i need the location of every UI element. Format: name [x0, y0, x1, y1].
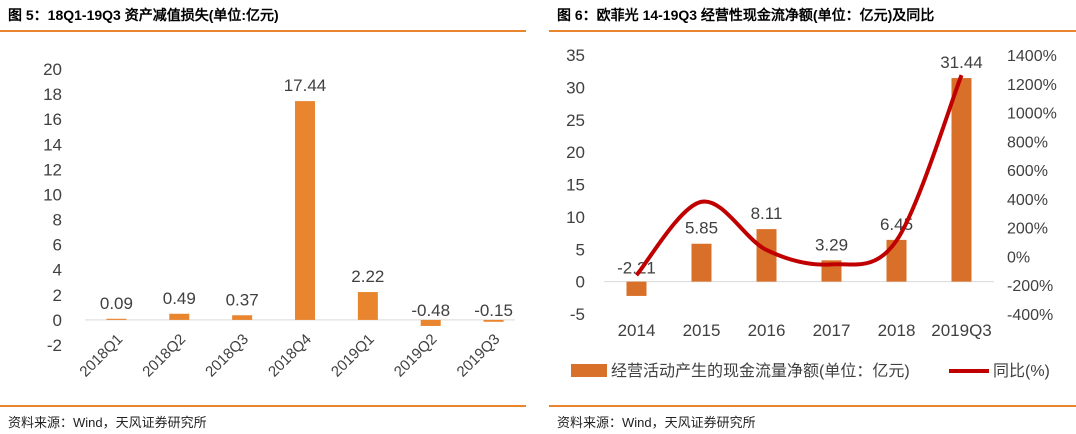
legend-bar-swatch	[571, 364, 607, 377]
cashflow-bar-2016	[756, 229, 777, 282]
left-y-tick-label: 30	[566, 78, 585, 97]
left-y-tick-label: 10	[566, 208, 585, 227]
left-source-note: 资料来源：Wind，天风证券研究所	[8, 415, 207, 430]
bar-2019Q1	[357, 292, 378, 320]
right-y-tick-label: 200%	[1007, 221, 1048, 238]
y-tick-label: 12	[43, 160, 62, 179]
bar-2018Q1	[106, 318, 127, 320]
right-source-rule	[549, 405, 1076, 407]
left-y-tick-label: 15	[566, 176, 585, 195]
y-tick-label: 10	[43, 185, 62, 204]
right-y-tick-label: -200%	[1007, 278, 1053, 295]
left-y-tick-label: 20	[566, 143, 585, 162]
right-y-tick-label: 0%	[1007, 249, 1030, 266]
bar-2018Q2	[169, 313, 190, 320]
y-tick-label: 18	[43, 85, 62, 104]
bar-2018Q3	[232, 315, 253, 320]
right-y-tick-label: 1200%	[1007, 77, 1057, 94]
operating-cashflow-chart: -5 0 5 10 15 20 25 30 35 -400% -200% 0% 200% 400% 600%…	[566, 46, 1057, 380]
y-tick-label: 6	[53, 236, 62, 255]
right-title-rule	[549, 30, 1076, 32]
right-y-tick-label: -400%	[1007, 307, 1053, 324]
cashflow-data-label-2015: 5.85	[685, 219, 718, 238]
left-y-tick-label: 0	[576, 273, 585, 292]
right-y-tick-label: 800%	[1007, 134, 1048, 151]
y-tick-label: -2	[47, 336, 62, 355]
cashflow-bar-2015	[691, 243, 712, 282]
x-tick-label-2019Q2: 2019Q2	[391, 331, 441, 381]
legend-bar-label: 经营活动产生的现金流量净额(单位：亿元)	[611, 362, 910, 380]
bar-2019Q2	[420, 319, 441, 326]
right-y-tick-label: 400%	[1007, 192, 1048, 209]
yoy-growth-line	[634, 74, 964, 277]
x-tick-label-2019Q3: 2019Q3	[454, 331, 504, 381]
y-tick-label: 20	[43, 60, 62, 79]
right-y-tick-label: 1400%	[1007, 48, 1057, 65]
left-figure-title: 图 5：18Q1-19Q3 资产减值损失(单位:亿元)	[8, 7, 279, 23]
bar-2018Q4	[295, 101, 315, 320]
left-figure-panel: 图 5：18Q1-19Q3 资产减值损失(单位:亿元) -2 0 2 4 6 8 10 12 1…	[0, 0, 526, 434]
left-y-tick-label: 5	[576, 240, 585, 259]
y-tick-label: 0	[53, 311, 62, 330]
cashflow-bar-2019Q3	[951, 78, 972, 282]
legend-line-label: 同比(%)	[993, 362, 1050, 380]
left-y-tick-label: -5	[570, 305, 585, 324]
y-tick-label: 4	[53, 261, 62, 280]
x-tick-label-2019Q3: 2019Q3	[931, 321, 992, 340]
data-label-2018Q3: 0.37	[226, 290, 259, 309]
y-tick-label: 16	[43, 110, 62, 129]
right-source-note: 资料来源：Wind，天风证券研究所	[557, 415, 756, 430]
cashflow-bar-2014	[626, 281, 647, 296]
right-figure-title: 图 6：欧菲光 14-19Q3 经营性现金流净额(单位：亿元)及同比	[557, 7, 935, 23]
asset-impairment-chart: -2 0 2 4 6 8 10 12 14 16 18 20 0.09 2018Q1 0.49 2018Q2 0…	[43, 60, 515, 381]
data-label-2018Q4: 17.44	[284, 76, 327, 95]
y-tick-label: 14	[43, 135, 62, 154]
x-tick-label-2016: 2016	[748, 321, 786, 340]
cashflow-data-label-2019Q3: 31.44	[940, 53, 983, 72]
data-label-2018Q2: 0.49	[163, 289, 196, 308]
x-tick-label-2015: 2015	[683, 321, 721, 340]
left-y-tick-label: 25	[566, 111, 585, 130]
x-tick-label-2018Q2: 2018Q2	[139, 331, 189, 381]
left-source-rule	[0, 405, 526, 407]
x-tick-label-2018Q3: 2018Q3	[202, 331, 252, 381]
data-label-2019Q2: -0.48	[411, 301, 450, 320]
bar-2019Q3	[483, 319, 504, 322]
data-label-2019Q3: -0.15	[474, 301, 513, 320]
right-figure-panel: 图 6：欧菲光 14-19Q3 经营性现金流净额(单位：亿元)及同比 -5 0 5 1…	[549, 0, 1076, 434]
x-tick-label-2018Q4: 2018Q4	[265, 331, 315, 381]
x-tick-label-2017: 2017	[813, 321, 851, 340]
data-label-2018Q1: 0.09	[100, 294, 133, 313]
right-y-tick-label: 600%	[1007, 163, 1048, 180]
cashflow-data-label-2016: 8.11	[751, 204, 783, 223]
y-tick-label: 2	[53, 286, 62, 305]
cashflow-bar-2018	[886, 239, 907, 282]
y-tick-label: 8	[53, 211, 62, 230]
data-label-2019Q1: 2.22	[351, 267, 384, 286]
left-title-rule	[0, 30, 526, 32]
cashflow-data-label-2017: 3.29	[815, 235, 848, 254]
x-tick-label-2018Q1: 2018Q1	[76, 331, 126, 381]
x-tick-label-2019Q1: 2019Q1	[328, 331, 378, 381]
x-tick-label-2014: 2014	[618, 321, 656, 340]
x-tick-label-2018: 2018	[878, 321, 916, 340]
left-y-tick-label: 35	[566, 46, 585, 65]
right-y-tick-label: 1000%	[1007, 106, 1057, 123]
